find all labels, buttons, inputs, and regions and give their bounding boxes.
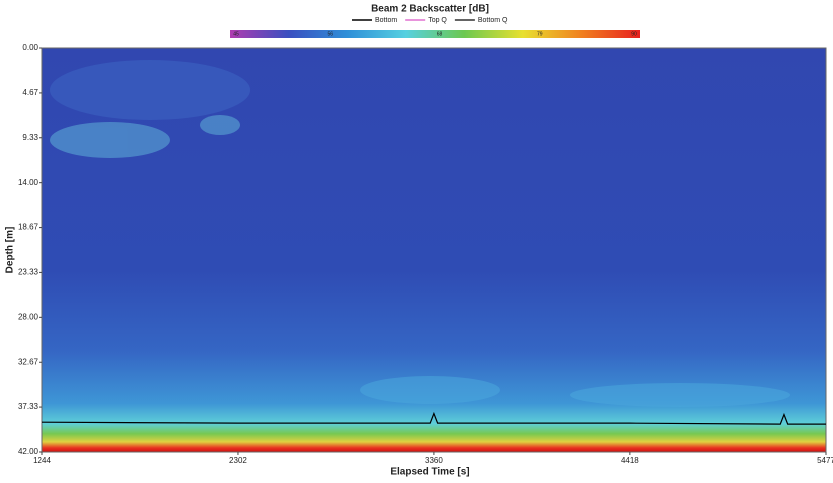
y-axis-label: Depth [m] [5,227,16,274]
colorbar-tick-label: 68 [437,31,443,37]
y-tick-label: 18.67 [18,223,39,232]
heatmap-patches [50,60,790,407]
y-tick-label: 37.33 [18,402,39,411]
legend-label: Bottom [375,17,397,24]
x-tick-label: 1244 [33,456,51,465]
colorbar-tick-label: 79 [537,31,543,37]
legend-label: Bottom Q [478,17,508,24]
series-line [41,411,826,425]
colorbar-tick-label: 56 [327,31,333,37]
x-tick-label: 5477 [817,456,833,465]
y-tick-label: 23.33 [18,268,39,277]
y-tick-label: 28.00 [18,312,39,321]
x-axis-label: Elapsed Time [s] [390,467,469,478]
colorbar-tick-label: 90 [631,31,637,37]
x-tick-label: 4418 [621,456,639,465]
y-tick-label: 0.00 [22,43,38,52]
y-tick-label: 9.33 [22,133,38,142]
x-tick-label: 3360 [425,456,443,465]
chart-title: Beam 2 Backscatter [dB] [371,4,489,15]
colorbar [230,30,640,38]
legend-label: Top Q [428,17,447,24]
colorbar-tick-label: 45 [233,31,239,37]
y-tick-label: 42.00 [18,447,39,456]
y-tick-label: 4.67 [22,88,38,97]
y-tick-label: 32.67 [18,357,39,366]
y-tick-label: 14.00 [18,178,39,187]
x-tick-label: 2302 [229,456,247,465]
